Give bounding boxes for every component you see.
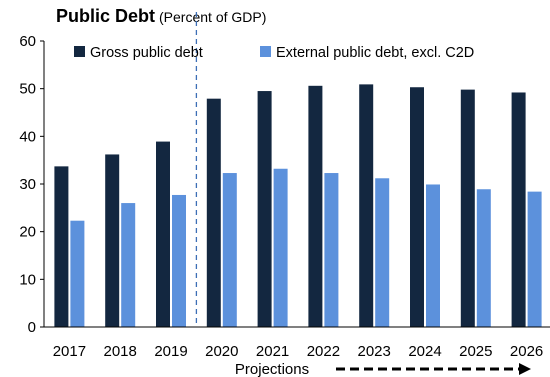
y-tick-label: 30	[19, 176, 36, 193]
x-tick-label: 2017	[53, 343, 86, 360]
y-tick-label: 20	[19, 224, 36, 241]
x-tick-label: 2018	[104, 343, 137, 360]
y-tick-label: 50	[19, 81, 36, 98]
bar-gross-2025	[460, 89, 475, 328]
legend-label-external: External public debt, excl. C2D	[276, 45, 474, 61]
x-tick-label: 2026	[510, 343, 543, 360]
bar-gross-2019	[156, 141, 170, 327]
legend-swatch-external	[260, 46, 271, 57]
bar-external-2022	[324, 173, 339, 327]
x-tick-label: 2025	[459, 343, 492, 360]
bar-gross-2022	[308, 85, 323, 327]
y-tick-label: 0	[28, 319, 36, 336]
bar-gross-2023	[359, 84, 374, 327]
bar-gross-2018	[105, 154, 120, 327]
bar-external-2026	[527, 191, 542, 327]
x-tick-label: 2019	[154, 343, 187, 360]
projections-arrow-head	[519, 363, 531, 375]
x-tick-label: 2023	[358, 343, 391, 360]
y-tick-label: 10	[19, 271, 36, 288]
bar-gross-2017	[54, 166, 69, 327]
bar-external-2020	[222, 173, 237, 327]
bar-gross-2024	[410, 87, 424, 327]
legend-swatch-gross	[74, 46, 85, 57]
bar-external-2019	[172, 194, 186, 327]
projections-label: Projections	[235, 361, 309, 377]
chart-subtitle: (Percent of GDP)	[159, 9, 267, 25]
x-tick-label: 2020	[205, 343, 238, 360]
bar-external-2021	[273, 168, 288, 327]
bar-external-2023	[375, 178, 390, 327]
chart-title-row: Public Debt (Percent of GDP)	[56, 6, 266, 27]
x-tick-label: 2021	[256, 343, 289, 360]
chart-title: Public Debt	[56, 6, 156, 26]
bar-gross-2026	[511, 92, 526, 327]
y-tick-label: 40	[19, 128, 36, 145]
legend-label-gross: Gross public debt	[90, 45, 203, 61]
bar-gross-2020	[206, 98, 221, 327]
bar-external-2025	[476, 189, 491, 327]
bar-gross-2021	[257, 91, 272, 327]
y-tick-label: 60	[19, 33, 36, 50]
x-tick-label: 2022	[307, 343, 340, 360]
bar-external-2017	[70, 220, 85, 327]
bar-external-2024	[426, 184, 440, 327]
bar-external-2018	[121, 203, 136, 327]
x-tick-label: 2024	[408, 343, 441, 360]
